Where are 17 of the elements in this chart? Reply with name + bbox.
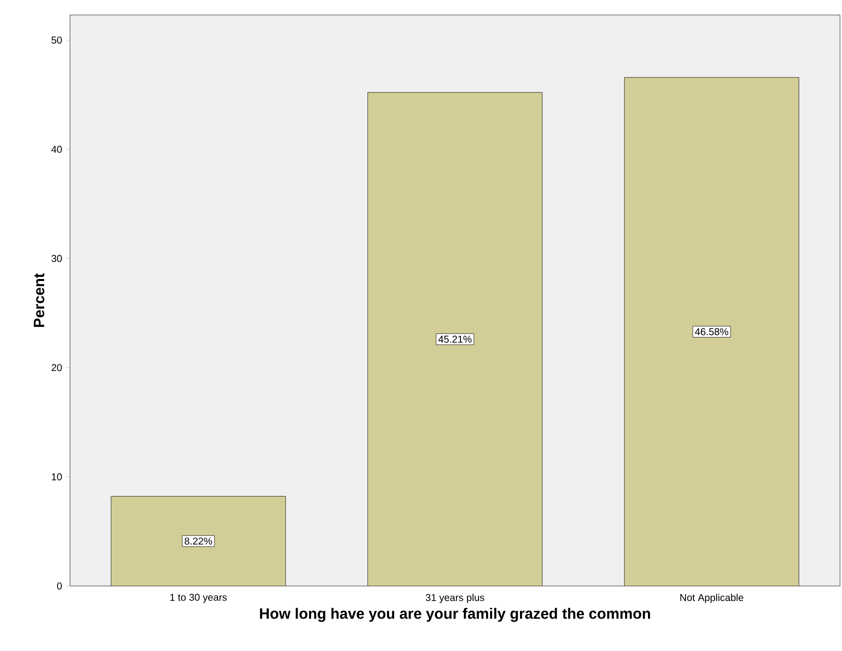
- bar: [624, 77, 800, 586]
- y-tick-label: 0: [57, 582, 62, 590]
- bar: [368, 92, 542, 586]
- x-tick-label: 1 to 30 years: [170, 594, 227, 603]
- x-axis-title: How long have you are your family grazed the common: [260, 608, 650, 622]
- x-tick-label: Not Applicable: [680, 594, 744, 604]
- bar: [110, 496, 286, 586]
- y-tick-label: 40: [51, 146, 62, 153]
- data-label: 8.22%: [184, 538, 212, 545]
- y-tick-label: 30: [52, 254, 62, 262]
- y-tick-label: 50: [52, 36, 62, 44]
- y-tick-label: 10: [52, 473, 62, 480]
- y-tick-label: 20: [52, 364, 62, 372]
- data-label: 45.21%: [438, 336, 472, 343]
- y-axis-title: Percent: [34, 273, 44, 327]
- x-tick-label: 31 years plus: [426, 594, 484, 604]
- data-label: 46.58%: [695, 328, 728, 336]
